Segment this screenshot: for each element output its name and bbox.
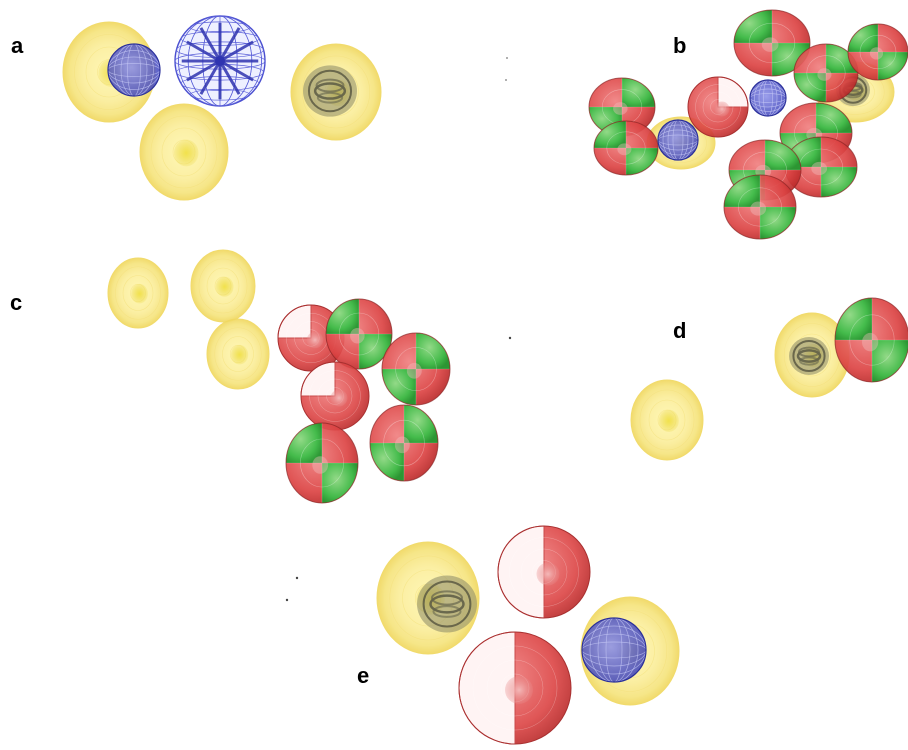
panel-b-open-shell: [687, 76, 749, 138]
panel-b-rg-sphere-1: [733, 9, 811, 77]
panel-e-blue-mesh: [581, 617, 647, 683]
panel-c-yellow-cell-3: [206, 318, 270, 390]
stray-dot: [295, 576, 299, 580]
panel-c-rg-sphere-1: [325, 298, 393, 370]
panel-b-blue-mesh: [749, 79, 787, 117]
stray-dot: [285, 598, 289, 602]
panel-b-rg-sphere-2: [793, 43, 859, 103]
panel-b-rg-sphere-3: [847, 23, 908, 81]
panel-b-rg-sphere-7: [784, 136, 858, 198]
stray-dot: [506, 57, 508, 59]
panel-c-rg-sphere-2: [381, 332, 451, 406]
panel-c-yellow-cell-1: [107, 257, 169, 329]
panel-label-a: a: [11, 33, 24, 58]
panel-b-blue-small: [657, 119, 699, 161]
stray-dot: [508, 336, 512, 340]
stray-dot: [505, 79, 507, 81]
panel-c-rg-sphere-3: [285, 422, 359, 504]
panel-d-grey-ring: [789, 337, 829, 375]
panel-d-rg-sphere: [834, 297, 908, 383]
panel-e-open-shell-top: [497, 525, 591, 619]
panel-a-grey-ring-structure: [303, 65, 357, 117]
panel-label-e: e: [357, 663, 370, 688]
panel-label-b: b: [673, 33, 687, 58]
panel-e-open-shell-bottom: [458, 631, 572, 745]
panel-c-yellow-cell-2: [190, 249, 256, 323]
panel-label-c: c: [10, 290, 23, 315]
panel-a-wireframe-sphere: [174, 15, 266, 107]
panel-c-open-shell-mid: [300, 361, 370, 431]
panel-label-d: d: [673, 318, 687, 343]
panel-b-rg-sphere-9: [723, 174, 797, 240]
panel-c-rg-sphere-4: [369, 404, 439, 482]
panel-e-grey-ring: [417, 575, 477, 633]
panel-a-blue-mesh-sphere: [107, 43, 161, 97]
panel-d-yellow-cell-left: [630, 379, 704, 461]
panel-b-rg-sphere-5: [593, 120, 659, 176]
panel-a-yellow-cell-bottom: [139, 103, 229, 201]
